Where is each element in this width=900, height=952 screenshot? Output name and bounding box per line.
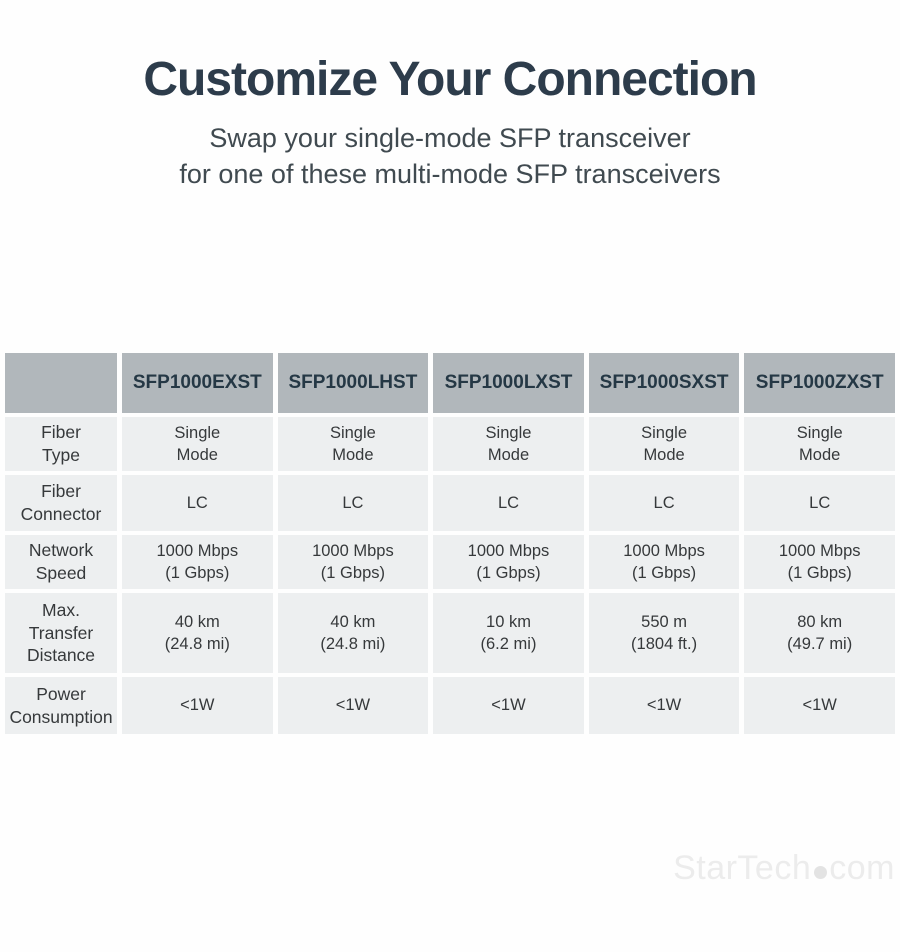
spec-cell: <1W [588,677,740,734]
column-header-sfp1000lxst: SFP1000LXST [433,353,584,413]
spec-cell: LC [744,475,895,531]
page-subtitle-line1: Swap your single-mode SFP transceiver [209,123,691,154]
spec-cell: 1000 Mbps (1 Gbps) [588,535,740,589]
startech-watermark: StarTech com [673,851,895,885]
spec-cell: 1000 Mbps (1 Gbps) [122,535,273,589]
spec-cell: Single Mode [122,417,273,471]
spec-cell: 1000 Mbps (1 Gbps) [744,535,895,589]
page-title: Customize Your Connection [143,53,757,106]
page-subtitle-line2: for one of these multi-mode SFP transcei… [179,159,721,190]
spec-cell: Single Mode [744,417,895,471]
column-header-sfp1000sxst: SFP1000SXST [588,353,740,413]
spec-cell: <1W [277,677,429,734]
spec-cell: 10 km (6.2 mi) [433,593,584,673]
column-header-sfp1000exst: SFP1000EXST [122,353,273,413]
spec-cell: LC [122,475,273,531]
spec-cell: <1W [122,677,273,734]
spec-cell: 40 km (24.8 mi) [122,593,273,673]
row-label-max-transfer-distance: Max. Transfer Distance [5,593,117,673]
spec-cell: LC [277,475,429,531]
table-row-fiber-connector: Fiber Connector LC LC LC LC LC [5,475,895,531]
corner-cell [5,353,117,413]
spec-cell: LC [433,475,584,531]
row-label-power-consumption: Power Consumption [5,677,117,734]
row-label-fiber-type: Fiber Type [5,417,117,471]
spec-cell: 40 km (24.8 mi) [277,593,429,673]
spec-cell: 1000 Mbps (1 Gbps) [433,535,584,589]
spec-cell: LC [588,475,740,531]
table-row-power-consumption: Power Consumption <1W <1W <1W <1W <1W [5,677,895,734]
column-header-sfp1000zxst: SFP1000ZXST [744,353,895,413]
spec-cell: <1W [744,677,895,734]
watermark-suffix-text: com [829,849,895,887]
column-header-sfp1000lhst: SFP1000LHST [277,353,429,413]
table-row-max-transfer-distance: Max. Transfer Distance 40 km (24.8 mi) 4… [5,593,895,673]
spec-cell: Single Mode [277,417,429,471]
row-label-network-speed: Network Speed [5,535,117,589]
spec-cell: Single Mode [433,417,584,471]
spec-cell: 550 m (1804 ft.) [588,593,740,673]
table-row-fiber-type: Fiber Type Single Mode Single Mode Singl… [5,417,895,471]
spec-cell: Single Mode [588,417,740,471]
watermark-brand-text: StarTech [673,849,812,887]
spec-cell: 1000 Mbps (1 Gbps) [277,535,429,589]
watermark-dot-icon [814,866,828,879]
spec-cell: 80 km (49.7 mi) [744,593,895,673]
sfp-comparison-table: SFP1000EXST SFP1000LHST SFP1000LXST SFP1… [0,349,900,738]
spec-cell: <1W [433,677,584,734]
row-label-fiber-connector: Fiber Connector [5,475,117,531]
page-subtitle: Swap your single-mode SFP transceiver for… [0,121,900,193]
table-header-row: SFP1000EXST SFP1000LHST SFP1000LXST SFP1… [5,353,895,413]
table-row-network-speed: Network Speed 1000 Mbps (1 Gbps) 1000 Mb… [5,535,895,589]
